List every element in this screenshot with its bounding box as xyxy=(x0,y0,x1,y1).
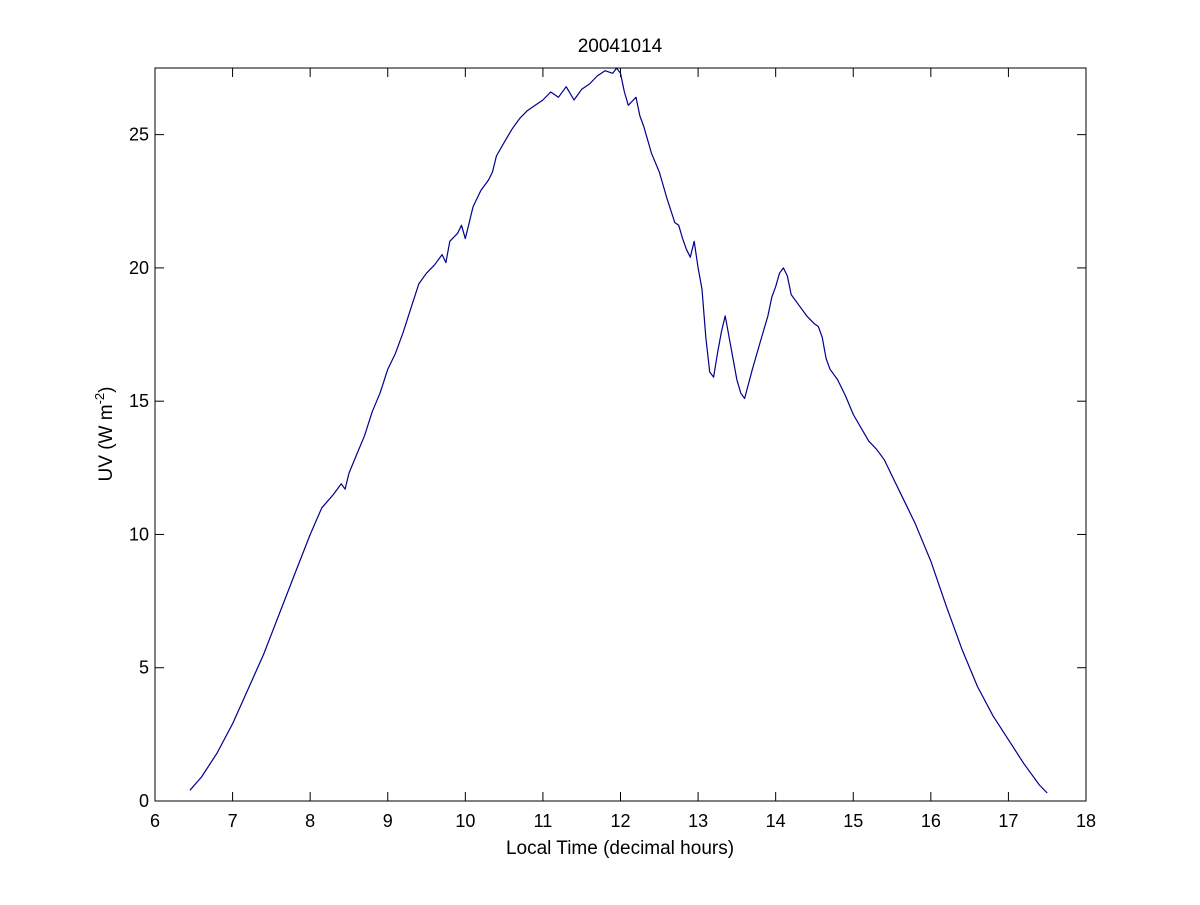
ticks-layer: 6 7 8 9 10 11 12 13 14 15 16 17 18 0 5 10 15 20 25 xyxy=(129,68,1096,831)
y-axis-label-superscript: -2 xyxy=(92,393,107,405)
y-axis-label-main: UV (W m xyxy=(96,404,117,481)
y-tick-label: 10 xyxy=(129,524,149,544)
y-tick-label: 20 xyxy=(129,258,149,278)
x-tick-label: 9 xyxy=(383,811,393,831)
data-layer xyxy=(189,67,1048,794)
x-axis-label: Local Time (decimal hours) xyxy=(506,838,734,859)
y-tick-label: 0 xyxy=(139,791,149,811)
y-axis-label: UV (W m-2) xyxy=(92,387,117,482)
x-tick-label: 18 xyxy=(1076,811,1096,831)
x-tick-label: 12 xyxy=(610,811,630,831)
x-tick-label: 11 xyxy=(534,811,553,831)
plot-area-frame xyxy=(154,67,1087,802)
y-tick-label: 5 xyxy=(139,658,149,678)
y-tick-label: 15 xyxy=(129,391,149,411)
y-tick-label: 25 xyxy=(129,125,149,145)
x-tick-label: 8 xyxy=(305,811,315,831)
x-tick-label: 14 xyxy=(766,811,786,831)
uv-series-line xyxy=(189,67,1048,794)
x-tick-label: 15 xyxy=(843,811,863,831)
x-tick-label: 16 xyxy=(921,811,941,831)
x-tick-label: 13 xyxy=(688,811,708,831)
x-tick-label: 10 xyxy=(455,811,475,831)
y-axis-label-close: ) xyxy=(96,387,117,393)
x-tick-label: 6 xyxy=(150,811,160,831)
x-tick-label: 7 xyxy=(228,811,238,831)
chart-title: 20041014 xyxy=(578,36,663,57)
x-tick-label: 17 xyxy=(998,811,1018,831)
